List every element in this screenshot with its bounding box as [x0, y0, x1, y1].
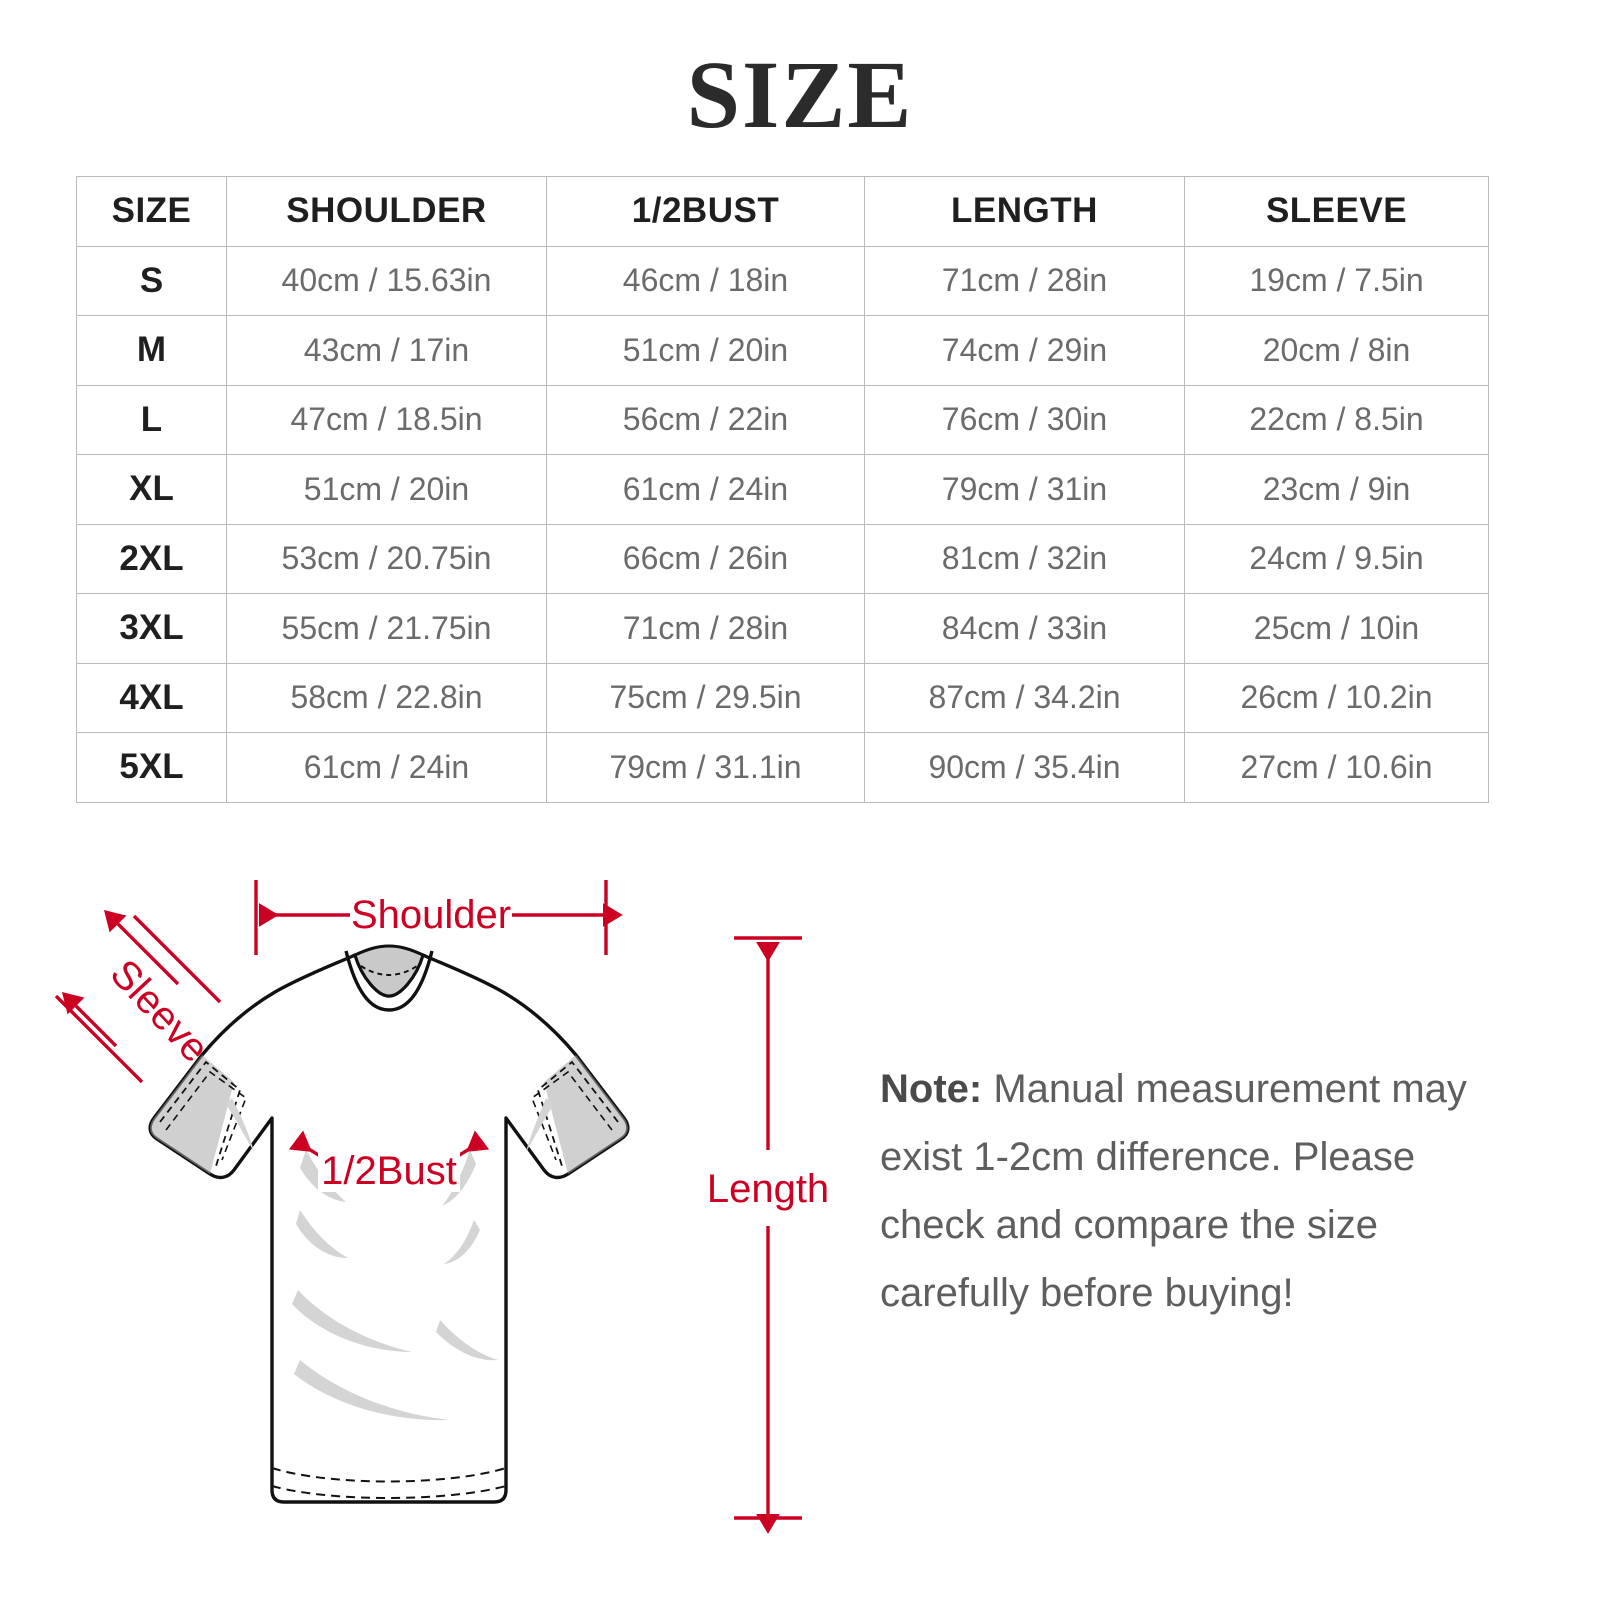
cell-bust: 51cm / 20in — [546, 315, 865, 386]
cell-sleeve: 19cm / 7.5in — [1184, 245, 1489, 316]
note-prefix: Note: — [880, 1067, 983, 1111]
cell-length: 87cm / 34.2in — [864, 662, 1185, 733]
cell-shoulder: 55cm / 21.75in — [226, 593, 547, 664]
cell-shoulder: 47cm / 18.5in — [226, 384, 547, 455]
column-header-bust: 1/2BUST — [546, 176, 865, 247]
measurement-illustration: Shoulder Sleeve 1/2Bust Length — [0, 840, 1600, 1600]
note-body: Manual measurement may exist 1-2cm diffe… — [880, 1067, 1467, 1315]
table-row: 3XL 55cm / 21.75in 71cm / 28in 84cm / 33… — [76, 593, 1489, 664]
table-row: S 40cm / 15.63in 46cm / 18in 71cm / 28in… — [76, 245, 1489, 316]
cell-shoulder: 58cm / 22.8in — [226, 662, 547, 733]
table-header-row: SIZE SHOULDER 1/2BUST LENGTH SLEEVE — [76, 176, 1489, 247]
cell-length: 76cm / 30in — [864, 384, 1185, 455]
cell-size: XL — [76, 454, 227, 525]
cell-shoulder: 61cm / 24in — [226, 732, 547, 803]
length-label: Length — [707, 1167, 829, 1211]
table-row: 4XL 58cm / 22.8in 75cm / 29.5in 87cm / 3… — [76, 662, 1489, 733]
table-row: 5XL 61cm / 24in 79cm / 31.1in 90cm / 35.… — [76, 732, 1489, 803]
table-row: 2XL 53cm / 20.75in 66cm / 26in 81cm / 32… — [76, 523, 1489, 594]
cell-sleeve: 25cm / 10in — [1184, 593, 1489, 664]
cell-shoulder: 53cm / 20.75in — [226, 523, 547, 594]
table-row: L 47cm / 18.5in 56cm / 22in 76cm / 30in … — [76, 384, 1489, 455]
cell-length: 81cm / 32in — [864, 523, 1185, 594]
cell-shoulder: 43cm / 17in — [226, 315, 547, 386]
note-block: Note: Manual measurement may exist 1-2cm… — [880, 1055, 1500, 1327]
tshirt-diagram: Shoulder Sleeve 1/2Bust Length — [54, 880, 829, 1534]
cell-sleeve: 20cm / 8in — [1184, 315, 1489, 386]
cell-shoulder: 51cm / 20in — [226, 454, 547, 525]
cell-sleeve: 24cm / 9.5in — [1184, 523, 1489, 594]
cell-size: 3XL — [76, 593, 227, 664]
column-header-sleeve: SLEEVE — [1184, 176, 1489, 247]
size-chart-table: SIZE SHOULDER 1/2BUST LENGTH SLEEVE S 40… — [76, 176, 1489, 803]
cell-size: 2XL — [76, 523, 227, 594]
cell-length: 74cm / 29in — [864, 315, 1185, 386]
cell-length: 71cm / 28in — [864, 245, 1185, 316]
cell-sleeve: 26cm / 10.2in — [1184, 662, 1489, 733]
cell-sleeve: 27cm / 10.6in — [1184, 732, 1489, 803]
cell-size: S — [76, 245, 227, 316]
cell-bust: 56cm / 22in — [546, 384, 865, 455]
cell-bust: 71cm / 28in — [546, 593, 865, 664]
bust-label: 1/2Bust — [321, 1149, 457, 1193]
sleeve-measure-annotation: Sleeve — [54, 909, 222, 1084]
cell-bust: 46cm / 18in — [546, 245, 865, 316]
table-row: M 43cm / 17in 51cm / 20in 74cm / 29in 20… — [76, 315, 1489, 386]
cell-length: 79cm / 31in — [864, 454, 1185, 525]
cell-bust: 79cm / 31.1in — [546, 732, 865, 803]
cell-size: 5XL — [76, 732, 227, 803]
shoulder-label: Shoulder — [351, 893, 511, 937]
table-row: XL 51cm / 20in 61cm / 24in 79cm / 31in 2… — [76, 454, 1489, 525]
sleeve-label: Sleeve — [102, 951, 218, 1070]
cell-bust: 75cm / 29.5in — [546, 662, 865, 733]
cell-sleeve: 23cm / 9in — [1184, 454, 1489, 525]
cell-size: L — [76, 384, 227, 455]
bust-measure-annotation: 1/2Bust — [288, 1130, 490, 1193]
cell-size: 4XL — [76, 662, 227, 733]
cell-size: M — [76, 315, 227, 386]
cell-length: 84cm / 33in — [864, 593, 1185, 664]
column-header-length: LENGTH — [864, 176, 1185, 247]
cell-bust: 61cm / 24in — [546, 454, 865, 525]
length-measure-annotation: Length — [707, 936, 829, 1534]
column-header-size: SIZE — [76, 176, 227, 247]
shoulder-measure-annotation: Shoulder — [254, 880, 623, 955]
cell-shoulder: 40cm / 15.63in — [226, 245, 547, 316]
tshirt-illustration-shape — [148, 944, 630, 1504]
cell-sleeve: 22cm / 8.5in — [1184, 384, 1489, 455]
page-title: SIZE — [686, 41, 914, 148]
cell-length: 90cm / 35.4in — [864, 732, 1185, 803]
cell-bust: 66cm / 26in — [546, 523, 865, 594]
column-header-shoulder: SHOULDER — [226, 176, 547, 247]
